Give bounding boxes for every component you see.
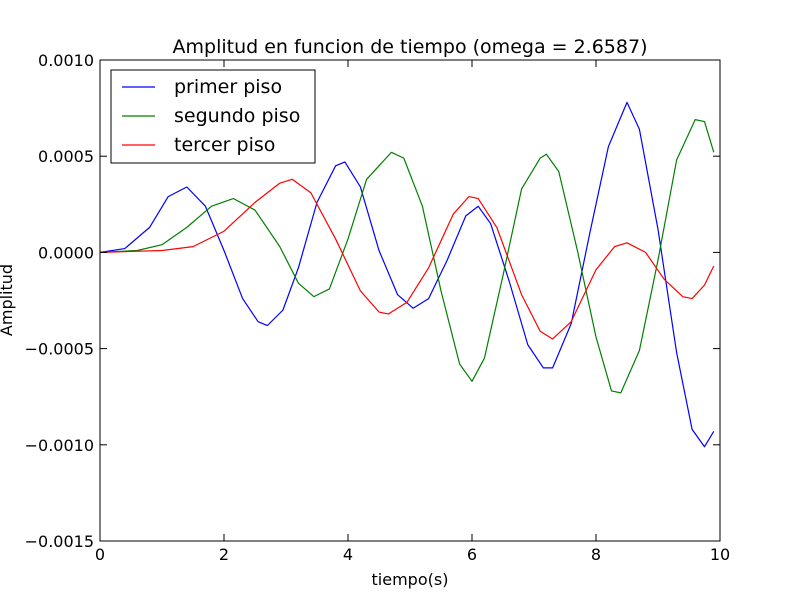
x-tick-label: 8 (591, 545, 601, 564)
plot-area (99, 59, 721, 542)
y-axis-label: Amplitud (0, 264, 16, 336)
y-tick-label: −0.0005 (25, 340, 94, 359)
x-tick-label: 6 (467, 545, 477, 564)
series-line-2 (100, 119, 715, 394)
chart-title: Amplitud en funcion de tiempo (omega = 2… (173, 36, 648, 58)
series-line-3 (100, 178, 715, 340)
y-tick-label: −0.0015 (25, 532, 94, 551)
legend-label-1: primer piso (174, 76, 282, 98)
x-tick-label: 10 (710, 545, 730, 564)
y-tick-label: 0.0000 (38, 243, 94, 262)
legend-label-2: segundo piso (174, 105, 300, 127)
y-tick-label: −0.0010 (25, 436, 94, 455)
x-tick-label: 4 (343, 545, 353, 564)
series-line-1 (100, 101, 715, 448)
x-tick-label: 2 (219, 545, 229, 564)
legend: primer piso segundo piso tercer piso (110, 69, 316, 164)
y-axis: −0.0015 −0.0010 −0.0005 0.0000 0.0005 0.0010 (25, 51, 720, 551)
y-tick-label: 0.0010 (38, 51, 94, 70)
y-tick-label: 0.0005 (38, 147, 94, 166)
x-tick-label: 0 (95, 545, 105, 564)
x-axis: 0 2 4 6 8 10 (95, 60, 730, 564)
plot-frame (99, 59, 721, 542)
legend-label-3: tercer piso (174, 134, 275, 156)
x-axis-label: tiempo(s) (372, 570, 449, 589)
